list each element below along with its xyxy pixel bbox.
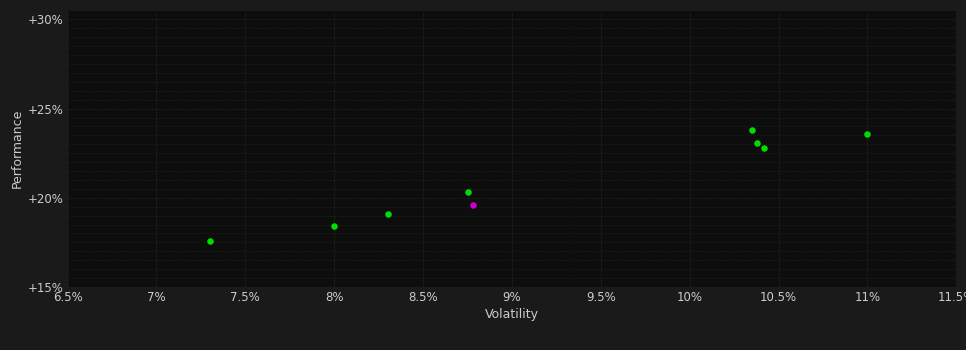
- Point: [202, 238, 217, 243]
- Point: [756, 145, 772, 150]
- X-axis label: Volatility: Volatility: [485, 308, 539, 321]
- Y-axis label: Performance: Performance: [11, 109, 23, 188]
- Point: [744, 127, 759, 133]
- Point: [466, 202, 481, 208]
- Point: [460, 189, 475, 194]
- Point: [380, 211, 395, 217]
- Point: [860, 131, 875, 136]
- Point: [327, 224, 342, 229]
- Point: [750, 140, 765, 145]
